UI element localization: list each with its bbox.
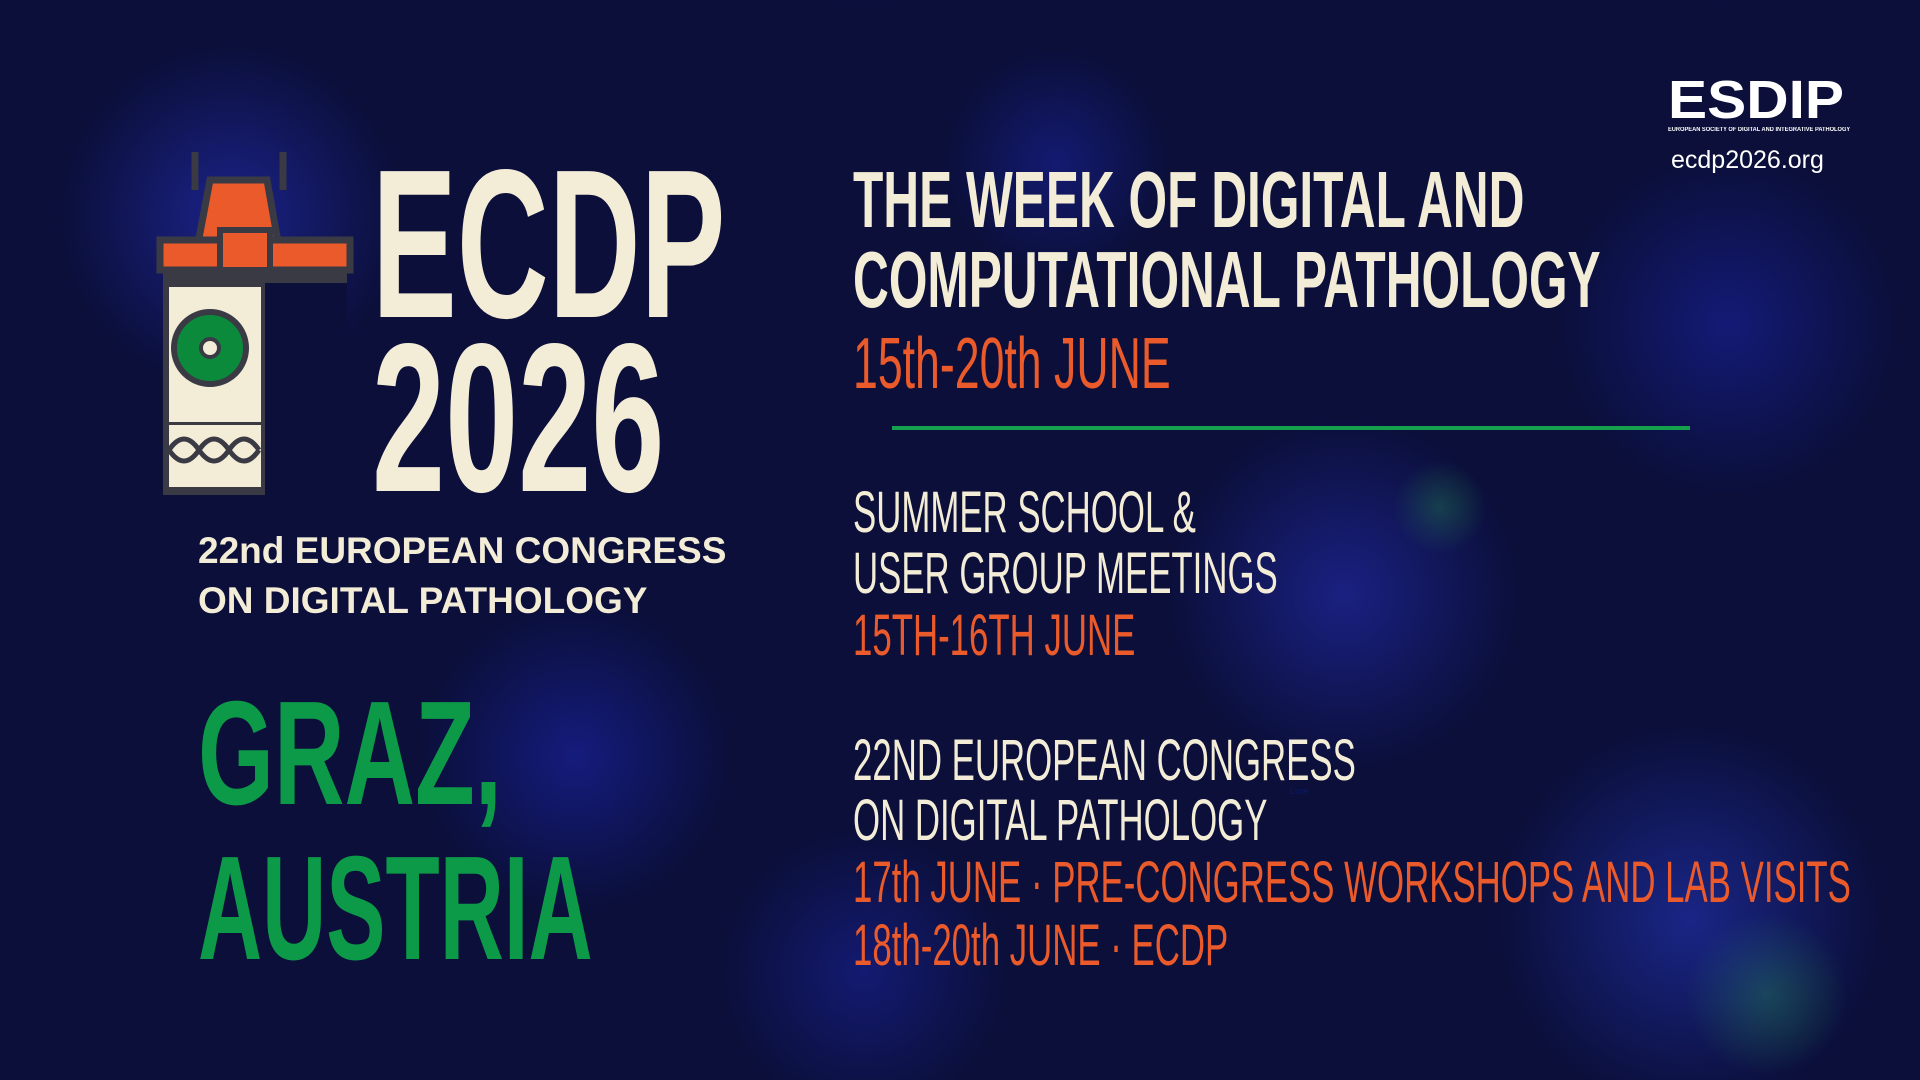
event-subtitle-line1: 22nd EUROPEAN CONGRESS [198,530,727,571]
svg-text:ESDIP: ESDIP [1668,76,1844,120]
congress-schedule-item: 18th-20th JUNE · ECDP [853,913,1229,978]
congress-schedule-item: 17th JUNE · PRE-CONGRESS WORKSHOPS AND L… [853,850,1851,915]
esdip-logo[interactable]: ESDIP EUROPEAN SOCIETY OF DIGITAL AND IN… [1668,70,1851,133]
summer-line1: SUMMER SCHOOL & [853,480,1196,545]
week-dates: 15th-20th JUNE [853,324,1171,404]
summer-line2: USER GROUP MEETINGS [853,541,1278,606]
event-city: GRAZ, [198,671,502,836]
esdip-tagline: EUROPEAN SOCIETY OF DIGITAL AND INTEGRAT… [1668,127,1851,133]
event-year: 2026 [372,299,665,536]
week-title-line1: THE WEEK OF DIGITAL AND [853,155,1525,244]
summer-dates: 15TH-16TH JUNE [853,603,1136,668]
clock-tower-icon [156,152,354,495]
divider-line [892,426,1690,430]
week-title-line2: COMPUTATIONAL PATHOLOGY [853,235,1601,324]
congress-line2: ON DIGITAL PATHOLOGY [853,788,1268,853]
event-country: AUSTRIA [198,826,593,991]
event-acronym: ECDP [372,125,726,362]
website-url[interactable]: ecdp2026.org [1671,146,1824,174]
esdip-logo-mark: ESDIP [1668,70,1844,130]
congress-line1: 22ND EUROPEAN CONGRESS [853,728,1356,793]
stray-text: Lore [1290,786,1309,796]
event-subtitle-line2: ON DIGITAL PATHOLOGY [198,580,648,621]
